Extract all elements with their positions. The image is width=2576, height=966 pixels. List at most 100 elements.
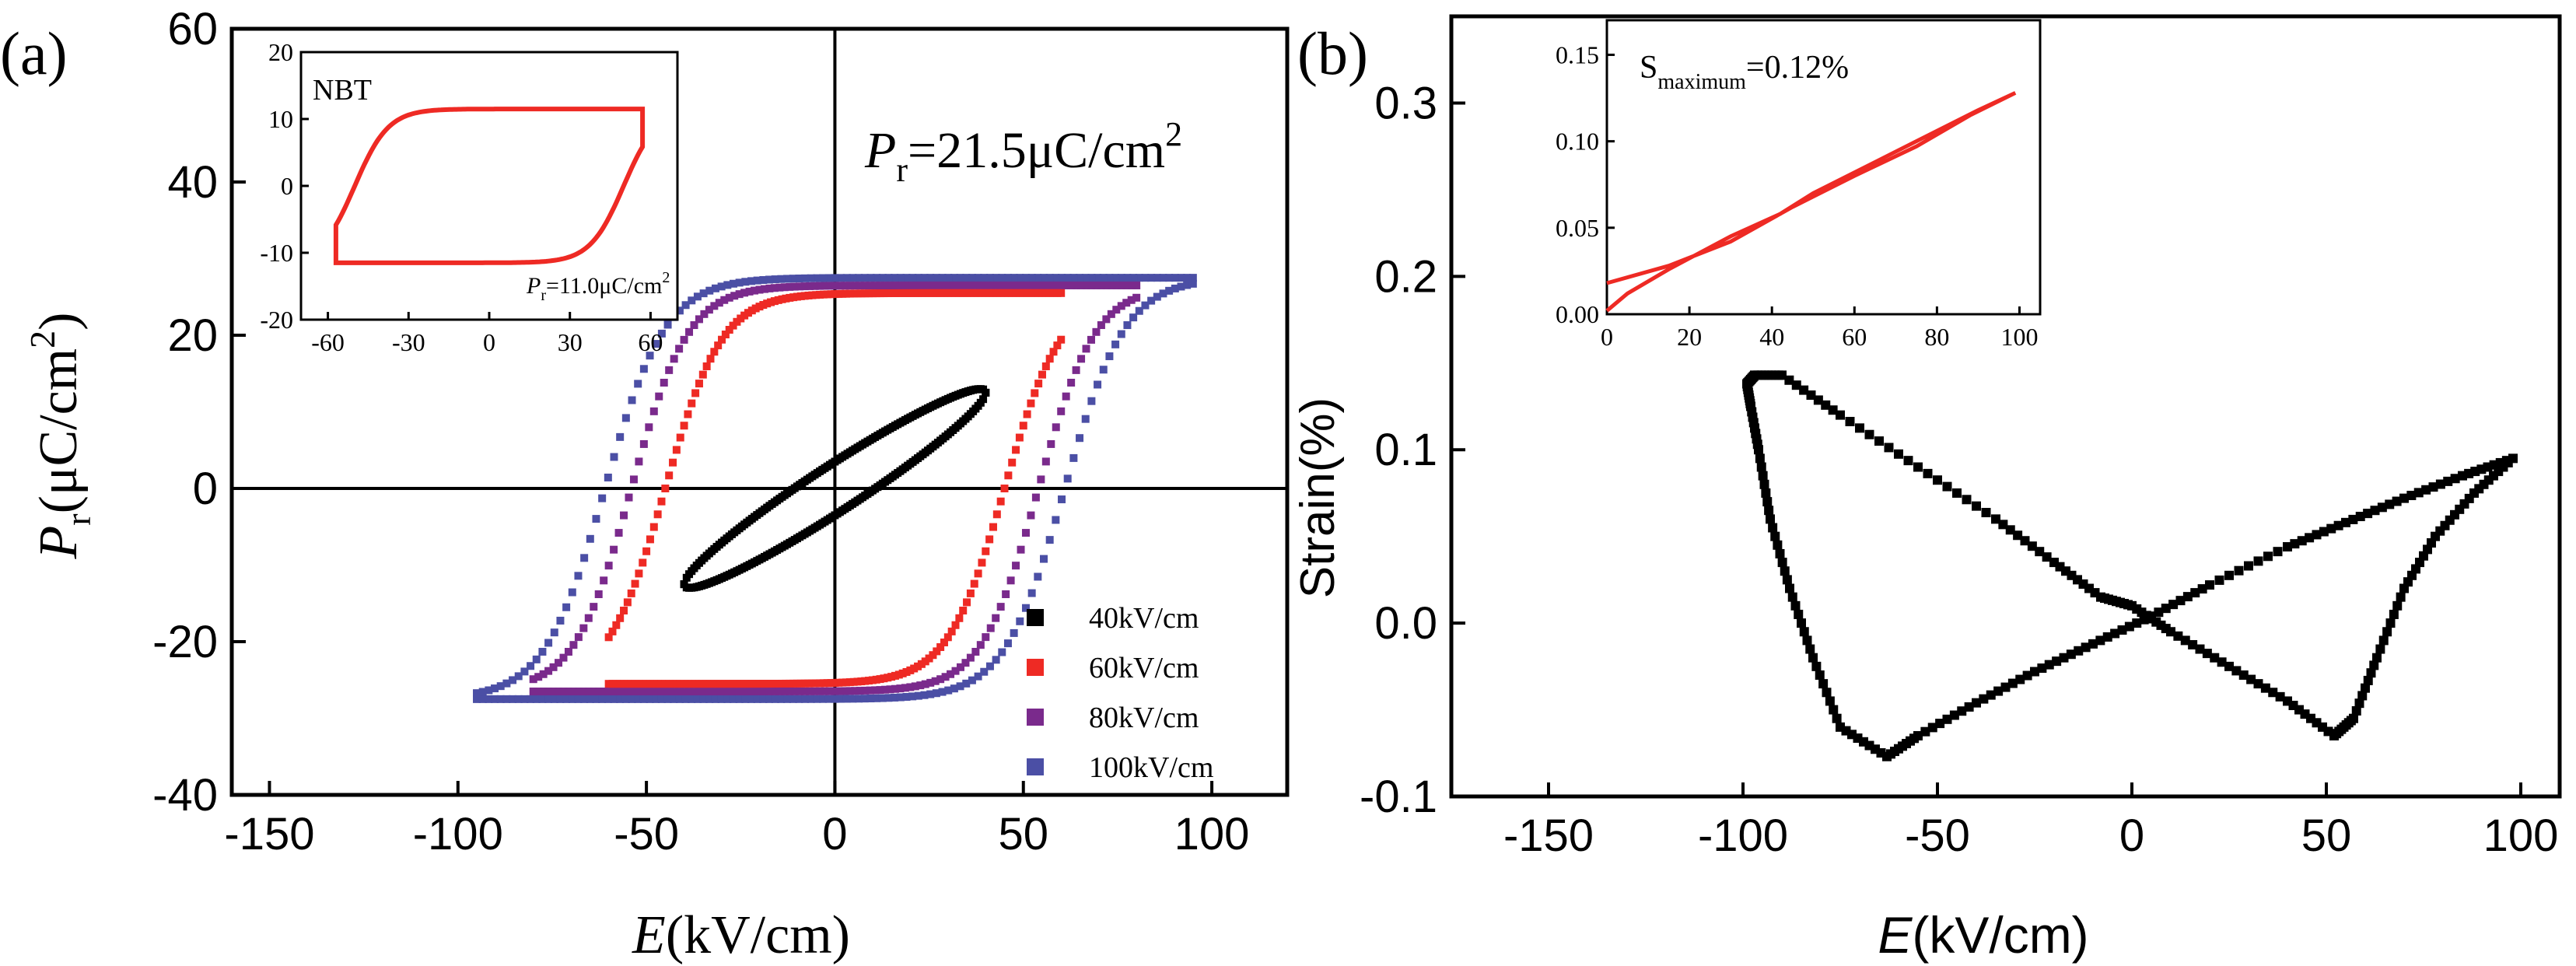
chart-a-legend-marker — [1027, 659, 1044, 676]
chart-b-point — [2005, 525, 2015, 535]
chart-a-point — [1153, 274, 1161, 282]
chart-a-point — [1031, 389, 1039, 397]
chart-b-point — [1942, 481, 1952, 492]
chart-a-point — [982, 633, 990, 642]
chart-b-point — [1756, 462, 1766, 472]
chart-a-legend-marker — [1027, 609, 1044, 626]
chart-a-point — [1132, 293, 1141, 302]
chart-b-point — [2022, 670, 2032, 681]
chart-a-point — [1097, 321, 1105, 330]
chart-a-point — [675, 688, 684, 696]
chart-a-point — [884, 694, 893, 702]
chart-a-point — [1147, 296, 1156, 305]
chart-a-point — [765, 284, 774, 292]
chart-b-point — [2013, 530, 2023, 541]
chart-b-point — [1903, 456, 1913, 466]
chart-a-point — [866, 694, 875, 702]
chart-a-series-80kV/cm — [529, 281, 1141, 696]
chart-a-point — [1063, 274, 1072, 282]
chart-b-point — [1777, 370, 1787, 380]
chart-a-point — [775, 283, 784, 292]
chart-b-point — [2385, 618, 2396, 628]
chart-a-point — [985, 662, 994, 670]
chart-b-point — [2333, 520, 2343, 530]
chart-b-point — [1952, 488, 1962, 498]
chart-a-point — [982, 281, 990, 289]
chart-a-inset-xtick-label: -60 — [311, 328, 345, 356]
chart-a-point — [682, 573, 691, 582]
chart-b-point — [2297, 536, 2307, 546]
chart-b-point — [2020, 536, 2030, 546]
chart-b-point — [1777, 558, 1787, 568]
chart-a-point — [620, 607, 628, 615]
chart-a-point — [621, 414, 630, 422]
chart-a-point — [1102, 315, 1111, 324]
chart-a-point — [845, 282, 854, 290]
chart-b-xtick-label: 0 — [2119, 810, 2144, 861]
chart-a-point — [849, 695, 857, 703]
chart-a-point — [974, 672, 982, 681]
chart-a-point — [1099, 274, 1108, 282]
chart-a-point — [795, 275, 803, 283]
chart-a-point — [1122, 299, 1131, 307]
chart-a-point — [600, 576, 608, 585]
chart-b-point — [2197, 584, 2207, 594]
chart-a-inset-annotation: Pr=11.0μC/cm2 — [526, 269, 670, 304]
chart-a-point — [1183, 274, 1192, 282]
chart-b-inset-ytick-label: 0.15 — [1556, 40, 1599, 68]
chart-a-point — [1057, 281, 1066, 289]
chart-a-point — [777, 695, 786, 703]
chart-a-point — [985, 535, 994, 544]
chart-a-point — [711, 284, 719, 292]
chart-a-point — [807, 274, 815, 282]
chart-a-point — [1067, 378, 1076, 387]
chart-a-point — [646, 695, 654, 703]
chart-b-point — [2238, 670, 2249, 680]
chart-a-legend-marker — [1027, 709, 1044, 726]
chart-a-point — [718, 335, 726, 344]
chart-b-point — [2081, 642, 2091, 653]
chart-a-point — [740, 289, 749, 297]
chart-a-point — [544, 639, 553, 647]
chart-a-point — [509, 676, 517, 684]
chart-a-point — [741, 695, 750, 703]
chart-b-point — [2458, 471, 2467, 481]
chart-b-plot — [1742, 370, 2518, 761]
chart-a-point — [721, 331, 730, 339]
chart-a-point — [1006, 576, 1015, 585]
chart-b-ticks: -150 -100 -50 0 50 100 -0.1 0.0 0.1 0.2 0.3 — [1360, 78, 2558, 861]
chart-a-point — [800, 282, 809, 291]
chart-a-point — [936, 642, 945, 651]
chart-a-point — [824, 274, 833, 282]
chart-a-point — [1041, 281, 1050, 289]
chart-b-point — [1986, 690, 1996, 700]
chart-a-point — [978, 558, 986, 567]
chart-b-point — [2210, 653, 2220, 663]
chart-a-point — [705, 688, 713, 696]
chart-a-point — [1058, 274, 1066, 282]
chart-b-point — [2421, 485, 2431, 495]
chart-b-frame — [1449, 14, 2562, 799]
chart-a-point — [610, 453, 618, 461]
chart-a-point — [789, 275, 797, 283]
chart-b-point — [1972, 698, 1981, 708]
chart-a-point — [891, 693, 899, 702]
chart-a-legend-label: 60kV/cm — [1089, 652, 1199, 684]
chart-a-point — [539, 688, 548, 696]
chart-a-point — [891, 274, 899, 282]
chart-a-inset-label: NBT — [313, 74, 372, 107]
chart-b-point — [2326, 523, 2336, 534]
chart-a-point — [1087, 274, 1096, 282]
chart-a-point — [790, 687, 799, 695]
chart-b-point — [2042, 552, 2052, 562]
chart-a-point — [1016, 274, 1024, 282]
chart-b-point — [2450, 474, 2460, 484]
chart-b-point — [1784, 375, 1794, 385]
chart-b-point — [2224, 661, 2234, 671]
chart-a-point — [916, 681, 925, 690]
chart-a-point — [966, 589, 975, 597]
chart-b-point — [1808, 653, 1818, 663]
chart-b-point — [1972, 501, 1981, 511]
chart-a-point — [775, 687, 784, 695]
